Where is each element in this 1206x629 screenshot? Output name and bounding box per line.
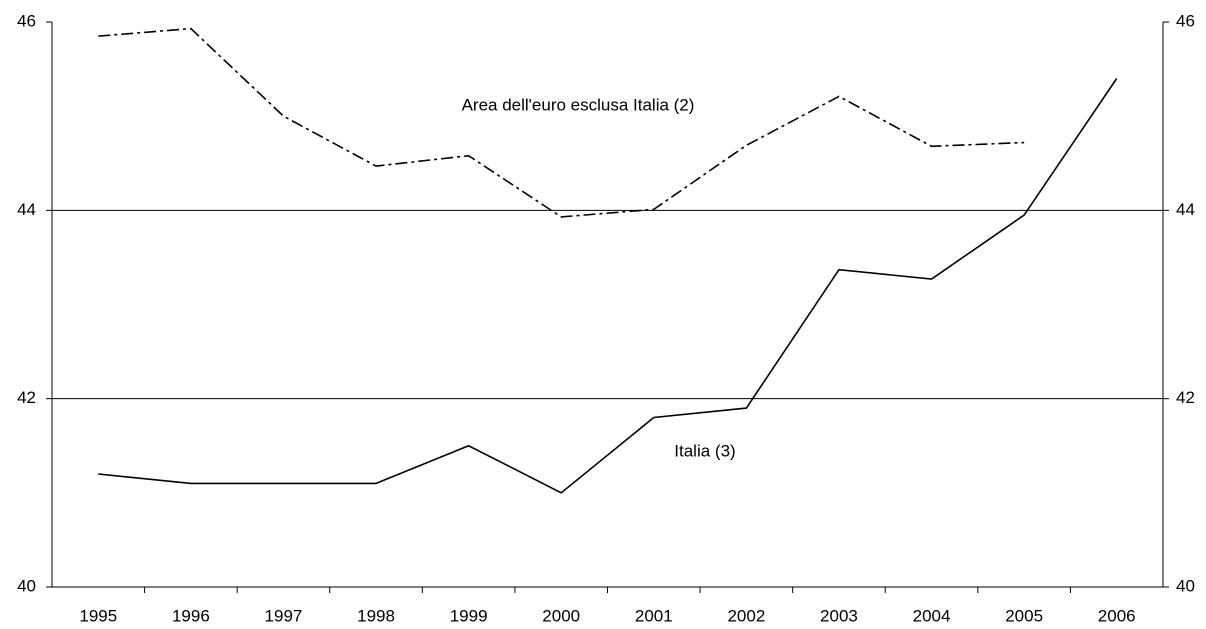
y-tick-label: 40	[17, 576, 36, 595]
y2-tick-label: 42	[1176, 388, 1195, 407]
x-tick-label: 2005	[1005, 606, 1043, 625]
x-tick-label: 2006	[1098, 606, 1136, 625]
series-label: Italia (3)	[674, 441, 735, 460]
series-label: Area dell'euro esclusa Italia (2)	[462, 95, 695, 114]
y2-tick-label: 44	[1176, 200, 1195, 219]
data-line	[98, 78, 1118, 494]
y-tick-label: 44	[17, 200, 36, 219]
x-tick-label: 1996	[172, 606, 210, 625]
x-tick-label: 1995	[79, 606, 117, 625]
x-tick-label: 1999	[450, 606, 488, 625]
y-tick-label: 42	[17, 388, 36, 407]
data-line	[98, 27, 1025, 218]
x-tick-label: 2003	[820, 606, 858, 625]
x-tick-label: 2004	[913, 606, 951, 625]
y-tick-label: 46	[17, 11, 36, 30]
y2-tick-label: 40	[1176, 576, 1195, 595]
x-tick-label: 2001	[635, 606, 673, 625]
x-tick-label: 2002	[727, 606, 765, 625]
x-tick-label: 2000	[542, 606, 580, 625]
x-tick-label: 1997	[265, 606, 303, 625]
x-tick-label: 1998	[357, 606, 395, 625]
y2-tick-label: 46	[1176, 11, 1195, 30]
